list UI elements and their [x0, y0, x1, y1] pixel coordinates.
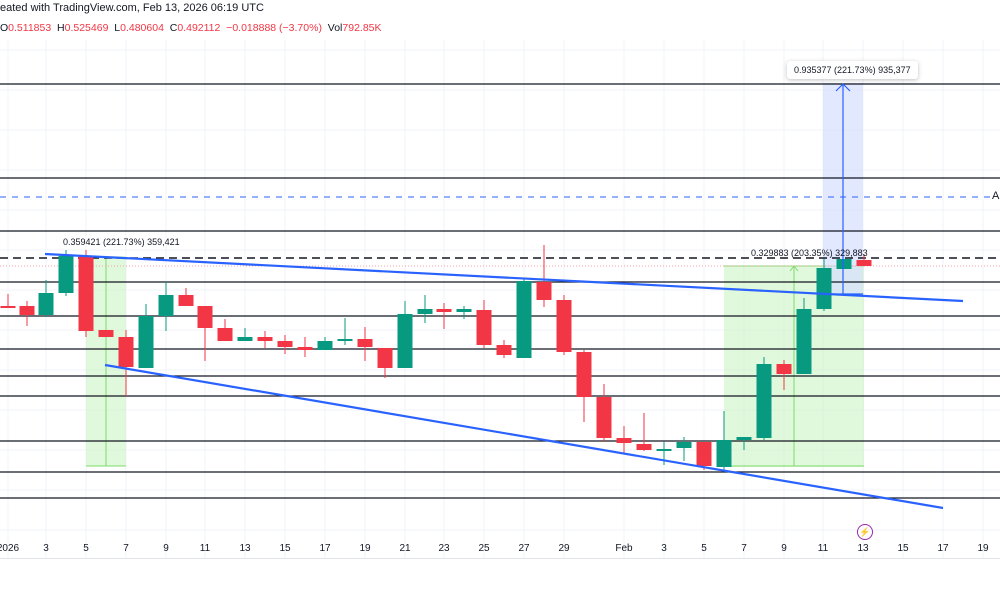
right-measure-arrow-icon	[789, 265, 799, 272]
high-value: 0.525469	[64, 22, 109, 34]
time-axis-label: 21	[399, 543, 411, 554]
close-label: C	[169, 22, 178, 34]
target-tooltip: 0.935377 (221.73%) 935,377	[787, 61, 918, 79]
candle	[456, 306, 472, 319]
candle	[496, 340, 512, 358]
candle	[0, 294, 16, 308]
time-axis-label: 9	[781, 543, 787, 554]
open-value: 0.511853	[8, 22, 52, 34]
open-label: O	[0, 22, 9, 34]
candle	[696, 442, 712, 470]
candle	[297, 337, 313, 357]
time-axis-label: 11	[199, 543, 211, 554]
candle	[317, 337, 333, 350]
candle	[397, 301, 413, 368]
time-axis-label: 5	[701, 543, 707, 554]
candle	[98, 330, 114, 337]
time-axis-label: 13	[239, 543, 251, 554]
candle	[776, 360, 792, 390]
candle	[536, 245, 552, 307]
low-label: L	[114, 22, 121, 34]
target-arrow-up-icon	[835, 83, 851, 92]
candle	[138, 304, 154, 368]
candle	[556, 295, 572, 355]
close-value: 0.492112	[177, 22, 221, 34]
candle	[856, 254, 872, 266]
time-axis-label: 5	[83, 543, 89, 554]
candle	[178, 288, 194, 306]
candle	[78, 250, 94, 337]
candle	[736, 437, 752, 450]
candle	[377, 348, 393, 378]
candles	[0, 245, 872, 470]
candle	[476, 300, 492, 348]
volume-label: Vol	[327, 22, 343, 34]
candle	[417, 295, 433, 323]
time-axis-label: 23	[438, 543, 450, 554]
candle	[357, 327, 373, 361]
candle	[596, 384, 612, 442]
time-axis-label: 25	[478, 543, 490, 554]
candle	[756, 357, 772, 440]
volume-value: 792.85K	[342, 22, 382, 34]
time-axis-label: 3	[43, 543, 49, 554]
candle	[38, 280, 54, 317]
trendline[interactable]	[44, 252, 964, 303]
time-axis-label: 17	[937, 543, 949, 554]
candle	[58, 250, 74, 296]
time-axis-label: 19	[977, 543, 989, 554]
time-axis-label: 19	[359, 543, 371, 554]
candle	[277, 335, 293, 354]
candle	[19, 301, 35, 326]
time-axis-label: 7	[741, 543, 747, 554]
price-chart[interactable]	[0, 0, 1000, 560]
candle	[576, 350, 592, 422]
candle	[237, 328, 253, 341]
candle	[337, 318, 353, 345]
time-axis-label: 2026	[0, 543, 20, 554]
candle	[616, 426, 632, 453]
candle	[816, 259, 832, 311]
candle	[676, 437, 692, 461]
time-axis-label: 3	[661, 543, 667, 554]
time-axis-label: 29	[558, 543, 570, 554]
axis-separator	[0, 558, 1000, 559]
horizontal-levels	[0, 83, 1000, 499]
time-axis-label: 15	[279, 543, 291, 554]
candle	[796, 298, 812, 374]
trendline[interactable]	[104, 363, 944, 510]
time-axis-label: 17	[319, 543, 331, 554]
price-label-fragment: A	[992, 190, 1000, 202]
right-measure-label: 0.329883 (203.35%) 329,883	[751, 248, 868, 258]
time-axis-label: 15	[897, 543, 909, 554]
candle	[217, 319, 233, 341]
time-axis-label: 11	[817, 543, 829, 554]
ohlc-legend: O0.511853 H0.525469 L0.480604 C0.492112 …	[0, 22, 382, 34]
candle	[516, 279, 532, 358]
high-label: H	[57, 22, 65, 34]
time-axis-label: Feb	[615, 543, 633, 554]
candle	[118, 330, 134, 396]
change-value: −0.018888 (−3.70%)	[226, 22, 322, 34]
candle	[716, 411, 732, 470]
chart-attribution: eated with TradingView.com, Feb 13, 2026…	[0, 2, 264, 14]
lightning-alert-icon[interactable]: ⚡	[857, 524, 873, 540]
low-value: 0.480604	[120, 22, 164, 34]
left-measure-label: 0.359421 (221.73%) 359,421	[63, 237, 180, 247]
candle	[836, 259, 852, 269]
candle	[436, 303, 452, 329]
time-axis-label: 7	[123, 543, 129, 554]
candle	[257, 331, 273, 348]
time-axis-label: 27	[518, 543, 530, 554]
time-axis-label: 13	[857, 543, 869, 554]
candle	[636, 413, 652, 451]
time-axis-label: 9	[163, 543, 169, 554]
candle	[158, 282, 174, 331]
trendlines[interactable]	[44, 252, 964, 510]
candle	[197, 306, 213, 361]
